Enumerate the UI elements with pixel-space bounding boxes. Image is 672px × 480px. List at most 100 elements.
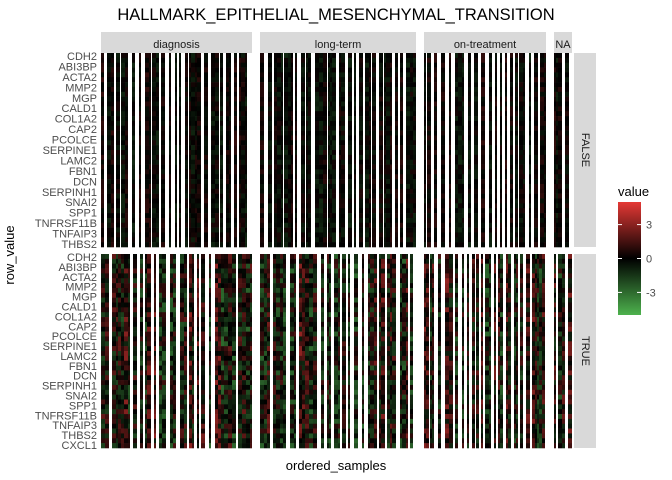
heatmap-cell (195, 125, 197, 131)
heatmap-cell (565, 111, 569, 117)
heatmap-cell (245, 169, 247, 175)
heatmap-cell (180, 278, 184, 284)
heatmap-cell (462, 96, 464, 102)
heatmap-cell (330, 232, 332, 238)
heatmap-cell (384, 174, 386, 180)
heatmap-cell (101, 428, 105, 434)
heatmap-cell (154, 321, 156, 328)
heatmap-cell (189, 428, 192, 434)
heatmap-cell (384, 82, 386, 88)
heatmap-cell (226, 227, 229, 233)
heatmap-cell (170, 384, 173, 391)
heatmap-cell (170, 336, 173, 342)
heatmap-cell (179, 125, 181, 131)
heatmap-cell (554, 140, 556, 146)
heatmap-cell (121, 283, 124, 289)
heatmap-cell (241, 106, 245, 112)
heatmap-cell (386, 217, 390, 224)
heatmap-cell (133, 341, 137, 347)
heatmap-cell (281, 169, 283, 175)
heatmap-cell (386, 222, 390, 228)
heatmap-cell (139, 242, 141, 248)
heatmap-cell (510, 164, 513, 170)
heatmap-cell (121, 380, 124, 386)
heatmap-cell (474, 169, 478, 175)
heatmap-cell (245, 91, 247, 97)
heatmap-cell (175, 217, 177, 224)
heatmap-cell (462, 150, 464, 156)
heatmap-cell (112, 278, 116, 284)
heatmap-cell (427, 120, 431, 127)
heatmap-cell (215, 159, 219, 165)
heatmap-cell (268, 57, 272, 63)
heatmap-cell (132, 198, 135, 204)
heatmap-cell (500, 101, 502, 107)
heatmap-cell (372, 101, 376, 107)
heatmap-cell (192, 375, 194, 381)
heatmap-cell (140, 317, 143, 323)
heatmap-cell (515, 57, 518, 63)
heatmap-cell (295, 125, 297, 131)
heatmap-cell (306, 174, 308, 180)
heatmap-cell (159, 278, 162, 284)
heatmap-cell (372, 183, 376, 190)
heatmap-cell (379, 140, 383, 146)
heatmap-cell (152, 150, 156, 156)
heatmap-cell (161, 183, 165, 190)
heatmap-cell (197, 116, 201, 122)
heatmap-cell (315, 57, 319, 63)
heatmap-cell (191, 91, 195, 97)
heatmap-cell (295, 188, 297, 194)
heatmap-cell (474, 106, 478, 112)
heatmap-cell (101, 443, 105, 449)
heatmap-cell (323, 154, 327, 160)
heatmap-cell (441, 91, 445, 97)
heatmap-cell (291, 86, 293, 93)
heatmap-cell (215, 278, 218, 284)
heatmap-cell (500, 145, 502, 151)
heatmap-cell (281, 164, 283, 170)
heatmap-cell (180, 438, 184, 444)
heatmap-cell (291, 179, 293, 185)
heatmap-cell (395, 91, 398, 97)
heatmap-cell (434, 106, 437, 112)
heatmap-cell (281, 62, 283, 68)
heatmap-cell (449, 198, 451, 204)
heatmap-cell (328, 120, 330, 127)
heatmap-cell (128, 404, 130, 410)
heatmap-cell (211, 217, 215, 224)
heatmap-cell (384, 145, 386, 151)
heatmap-cell (185, 159, 188, 165)
heatmap-cell (369, 193, 371, 199)
heatmap-cell (301, 86, 305, 93)
heatmap-cell (156, 62, 159, 68)
heatmap-cell (410, 96, 413, 102)
heatmap-cell (410, 91, 413, 97)
heatmap-cell (232, 428, 236, 434)
heatmap-cell (565, 53, 569, 59)
heatmap-cell (197, 268, 199, 274)
heatmap-cell (112, 331, 116, 337)
heatmap-cell (339, 125, 341, 131)
heatmap-cell (228, 268, 232, 274)
heatmap-cell (145, 198, 149, 204)
heatmap-cell (224, 414, 228, 420)
heatmap-cell (319, 96, 323, 102)
heatmap-cell (154, 404, 156, 410)
heatmap-cell (241, 188, 245, 194)
heatmap-cell (192, 433, 194, 439)
heatmap-cell (558, 125, 562, 131)
heatmap-cell (554, 53, 556, 59)
heatmap-cell (116, 135, 120, 141)
heatmap-cell (523, 188, 525, 194)
heatmap-cell (455, 174, 458, 180)
heatmap-cell (424, 77, 426, 83)
heatmap-cell (185, 111, 188, 117)
heatmap-cell (386, 227, 390, 233)
heatmap-cell (284, 77, 288, 83)
heatmap-cell (201, 384, 205, 391)
heatmap-cell (121, 213, 125, 219)
heatmap-cell (245, 96, 247, 102)
heatmap-cell (468, 213, 471, 219)
heatmap-cell (462, 86, 464, 93)
